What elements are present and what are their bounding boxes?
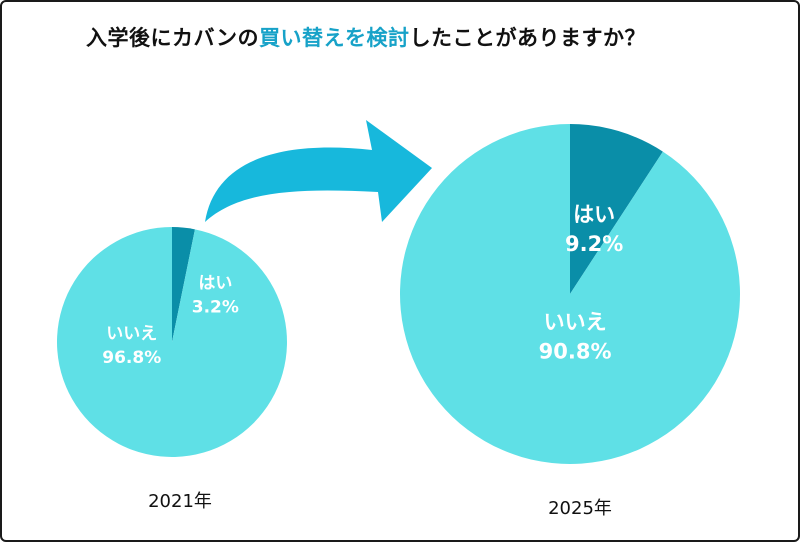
pie-0-label-yes: はい [198, 274, 232, 294]
pie-1-label-yes: はい [573, 203, 615, 227]
pie-1-slice-yes [570, 124, 663, 294]
pie-1-value-yes: 9.2% [565, 232, 623, 256]
pie-1-slice-no [400, 124, 740, 464]
pie-0-slice-yes [172, 227, 195, 342]
pie-1-year-label: 2025年 [548, 498, 612, 519]
pie-1-label-no: いいえ [544, 310, 607, 334]
chart-title: 入学後にカバンの買い替えを検討したことがありますか？ [86, 22, 646, 52]
pie-0-slice-no [57, 227, 288, 457]
pie-0-value-yes: 3.2% [192, 297, 239, 317]
pie-0-value-no: 96.8% [102, 348, 161, 368]
curved-arrow [205, 120, 432, 222]
pie-0-year-label: 2021年 [148, 491, 212, 512]
title-prefix: 入学後にカバンの [86, 26, 260, 50]
pie-0-label-no: いいえ [106, 324, 157, 344]
pie-1-value-no: 90.8% [539, 340, 612, 364]
title-suffix: したことがありますか？ [409, 26, 647, 50]
title-highlight: 買い替えを検討 [259, 26, 410, 50]
